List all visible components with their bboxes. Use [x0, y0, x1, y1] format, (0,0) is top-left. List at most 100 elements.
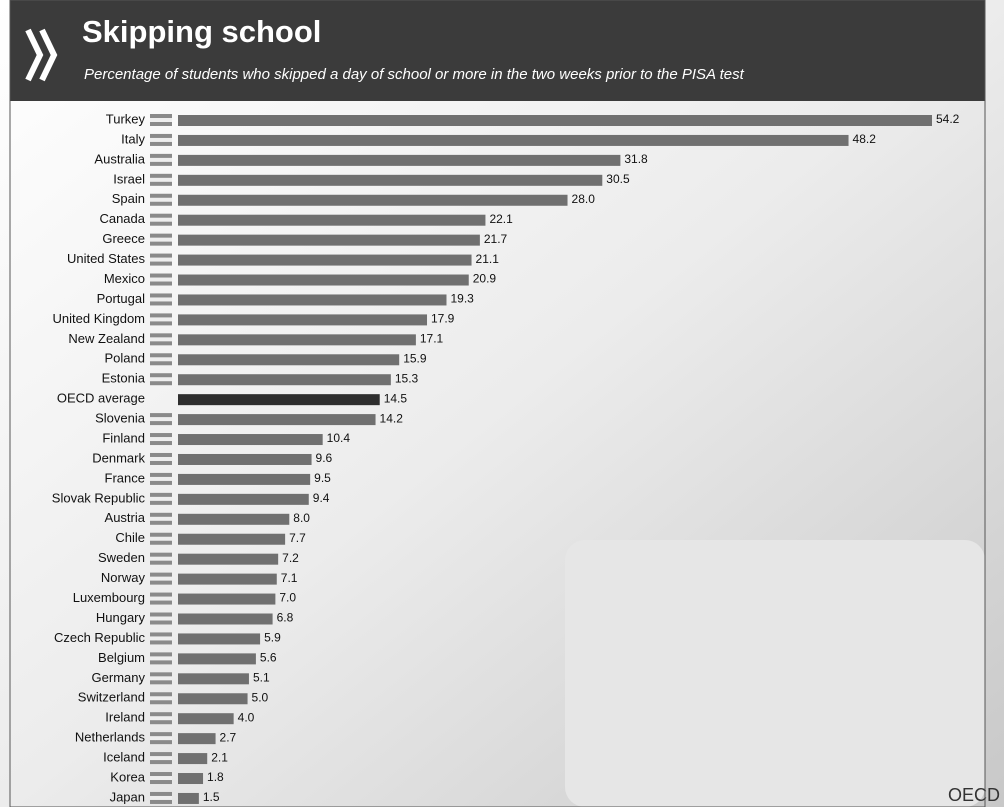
category-label: Portugal: [97, 291, 146, 306]
flag-icon: [150, 696, 172, 700]
bar: [178, 275, 469, 286]
bar: [178, 394, 380, 405]
value-label: 17.1: [420, 332, 444, 346]
category-label: Poland: [105, 351, 145, 366]
bar: [178, 175, 602, 186]
bar: [178, 195, 568, 206]
value-label: 5.6: [260, 651, 277, 665]
flag-icon: [150, 517, 172, 521]
bar: [178, 594, 275, 605]
bar: [178, 574, 277, 585]
category-label: Czech Republic: [54, 630, 146, 645]
category-label: Italy: [121, 131, 145, 146]
value-label: 10.4: [327, 431, 351, 445]
flag-icon: [150, 636, 172, 640]
value-label: 17.9: [431, 312, 455, 326]
value-label: 6.8: [277, 611, 294, 625]
value-label: 14.2: [380, 411, 404, 425]
category-label: Netherlands: [75, 730, 146, 745]
bar: [178, 753, 207, 764]
bar: [178, 155, 620, 166]
flag-icon: [150, 537, 172, 541]
value-label: 7.1: [281, 571, 298, 585]
value-label: 8.0: [293, 511, 310, 525]
flag-icon: [150, 617, 172, 621]
category-label: Sweden: [98, 550, 145, 565]
bar: [178, 135, 849, 146]
category-label: Spain: [112, 191, 145, 206]
flag-icon: [150, 437, 172, 441]
flag-icon: [150, 796, 172, 800]
category-label: Chile: [115, 530, 145, 545]
flag-icon: [150, 198, 172, 202]
value-label: 9.6: [316, 451, 333, 465]
value-label: 2.7: [220, 730, 237, 744]
bar: [178, 414, 376, 425]
value-label: 19.3: [450, 292, 474, 306]
value-label: 22.1: [489, 212, 513, 226]
flag-icon: [150, 656, 172, 660]
bar: [178, 534, 285, 545]
category-label: France: [105, 470, 145, 485]
value-label: 15.9: [403, 351, 427, 365]
bar: [178, 713, 234, 724]
value-label: 7.2: [282, 551, 299, 565]
category-label: Austria: [105, 510, 146, 525]
value-label: 21.1: [476, 252, 500, 266]
category-label: Japan: [110, 789, 145, 804]
source-logo: OECD: [948, 785, 1000, 805]
bar: [178, 653, 256, 664]
value-label: 2.1: [211, 750, 228, 764]
bar: [178, 494, 309, 505]
value-label: 21.7: [484, 232, 508, 246]
category-label: Canada: [99, 211, 145, 226]
flag-icon: [150, 776, 172, 780]
category-label: Germany: [92, 670, 146, 685]
value-label: 30.5: [606, 172, 630, 186]
category-label: Switzerland: [78, 690, 145, 705]
value-label: 7.7: [289, 531, 306, 545]
flag-icon: [150, 736, 172, 740]
category-label: Slovak Republic: [52, 490, 146, 505]
value-label: 5.1: [253, 670, 270, 684]
value-label: 14.5: [384, 391, 408, 405]
flag-icon: [150, 477, 172, 481]
flag-icon: [150, 497, 172, 501]
category-label: Mexico: [104, 271, 145, 286]
flag-icon: [150, 377, 172, 381]
bar: [178, 334, 416, 345]
value-label: 28.0: [572, 192, 596, 206]
value-label: 7.0: [279, 591, 296, 605]
bar: [178, 633, 260, 644]
flag-icon: [150, 317, 172, 321]
bar: [178, 314, 427, 325]
flag-icon: [150, 337, 172, 341]
flag-icon: [150, 457, 172, 461]
category-label: Greece: [102, 231, 145, 246]
category-label: United States: [67, 251, 146, 266]
bar: [178, 294, 446, 305]
category-label: Israel: [113, 171, 145, 186]
chart-subtitle: Percentage of students who skipped a day…: [84, 66, 745, 83]
flag-icon: [150, 577, 172, 581]
category-label: Ireland: [105, 710, 145, 725]
value-label: 9.5: [314, 471, 331, 485]
value-label: 15.3: [395, 371, 419, 385]
flag-icon: [150, 557, 172, 561]
bar: [178, 115, 932, 126]
bar: [178, 235, 480, 246]
bar: [178, 374, 391, 385]
category-label: New Zealand: [68, 331, 145, 346]
flag-icon: [150, 218, 172, 222]
flag-icon: [150, 357, 172, 361]
category-label: Hungary: [96, 610, 146, 625]
bar: [178, 514, 289, 525]
chair-decoration: [565, 540, 985, 807]
bar: [178, 215, 485, 226]
category-label: Turkey: [106, 111, 146, 126]
flag-icon: [150, 258, 172, 262]
flag-icon: [150, 597, 172, 601]
bar: [178, 434, 323, 445]
bar: [178, 773, 203, 784]
bar: [178, 673, 249, 684]
